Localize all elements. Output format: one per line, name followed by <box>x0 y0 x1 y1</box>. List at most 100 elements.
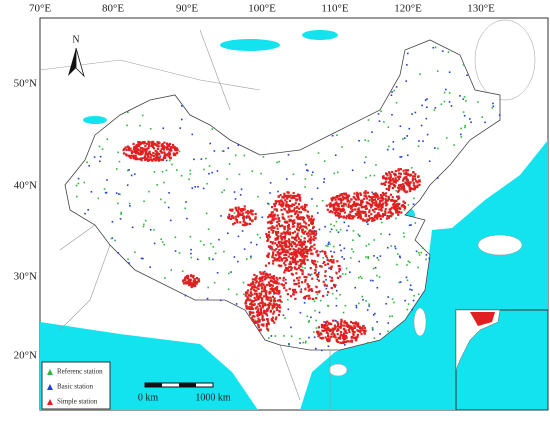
station <box>401 179 405 182</box>
station <box>376 204 379 207</box>
station <box>260 299 264 302</box>
station <box>356 195 360 199</box>
station <box>384 208 387 211</box>
station <box>259 236 262 239</box>
lake <box>302 30 338 40</box>
station <box>460 127 462 130</box>
station <box>322 262 325 265</box>
station <box>317 330 320 333</box>
station <box>384 183 387 186</box>
station <box>278 276 281 280</box>
station <box>266 239 269 243</box>
station <box>245 215 249 218</box>
station <box>340 202 343 205</box>
station <box>399 183 403 186</box>
legend-marker <box>47 384 53 390</box>
station <box>377 259 380 261</box>
station <box>254 212 257 216</box>
station <box>339 293 341 296</box>
station <box>295 283 298 286</box>
station <box>329 210 332 213</box>
station <box>294 248 297 252</box>
station <box>398 196 401 199</box>
station <box>319 250 321 253</box>
station <box>148 153 151 156</box>
station <box>396 186 400 189</box>
station <box>381 182 384 186</box>
station <box>162 148 166 151</box>
station <box>395 195 399 198</box>
station <box>370 196 374 199</box>
station <box>135 157 138 160</box>
station <box>372 279 374 282</box>
station <box>251 278 254 281</box>
station <box>361 205 364 209</box>
station <box>111 237 114 239</box>
station <box>280 232 283 235</box>
station <box>333 324 336 327</box>
station <box>269 192 271 194</box>
lon-label: 80°E <box>102 3 124 15</box>
station <box>364 211 367 214</box>
station <box>243 248 246 250</box>
station <box>251 286 254 290</box>
station <box>289 295 293 298</box>
station <box>282 284 285 287</box>
station <box>297 282 300 285</box>
station <box>313 247 316 250</box>
station <box>407 204 410 206</box>
station <box>249 218 252 221</box>
station <box>143 223 145 226</box>
station <box>363 219 366 222</box>
station <box>388 145 390 148</box>
station <box>246 292 249 295</box>
station <box>269 247 271 250</box>
station <box>434 107 437 109</box>
station <box>399 156 401 158</box>
station <box>279 295 282 298</box>
station <box>398 255 401 258</box>
station <box>259 296 262 299</box>
station <box>180 174 183 177</box>
station <box>412 182 415 185</box>
station <box>285 289 288 292</box>
station <box>271 284 274 287</box>
station <box>303 247 306 250</box>
station <box>270 287 274 290</box>
station <box>267 322 270 326</box>
station <box>127 169 129 172</box>
station <box>303 240 307 244</box>
station <box>169 219 172 222</box>
station <box>311 227 315 230</box>
station <box>325 287 328 290</box>
station <box>344 337 347 341</box>
station <box>371 198 375 202</box>
station <box>135 144 139 148</box>
station <box>303 302 306 304</box>
station <box>304 230 307 233</box>
station <box>258 319 261 322</box>
station <box>134 251 136 254</box>
station <box>142 257 144 260</box>
lat-label: 30°N <box>14 271 37 283</box>
station <box>325 279 327 281</box>
station <box>98 145 101 148</box>
station <box>259 307 263 310</box>
station <box>260 293 263 296</box>
station <box>190 252 192 255</box>
station <box>316 278 319 281</box>
station <box>317 335 320 338</box>
station <box>289 265 292 268</box>
station <box>143 142 146 145</box>
legend-box <box>41 361 111 410</box>
station <box>275 306 278 309</box>
station <box>141 148 144 152</box>
station <box>411 289 413 291</box>
station <box>340 318 343 321</box>
station <box>313 271 317 275</box>
station <box>276 214 279 217</box>
station <box>426 133 429 136</box>
station <box>306 228 309 230</box>
station <box>83 181 86 184</box>
station <box>301 230 304 234</box>
